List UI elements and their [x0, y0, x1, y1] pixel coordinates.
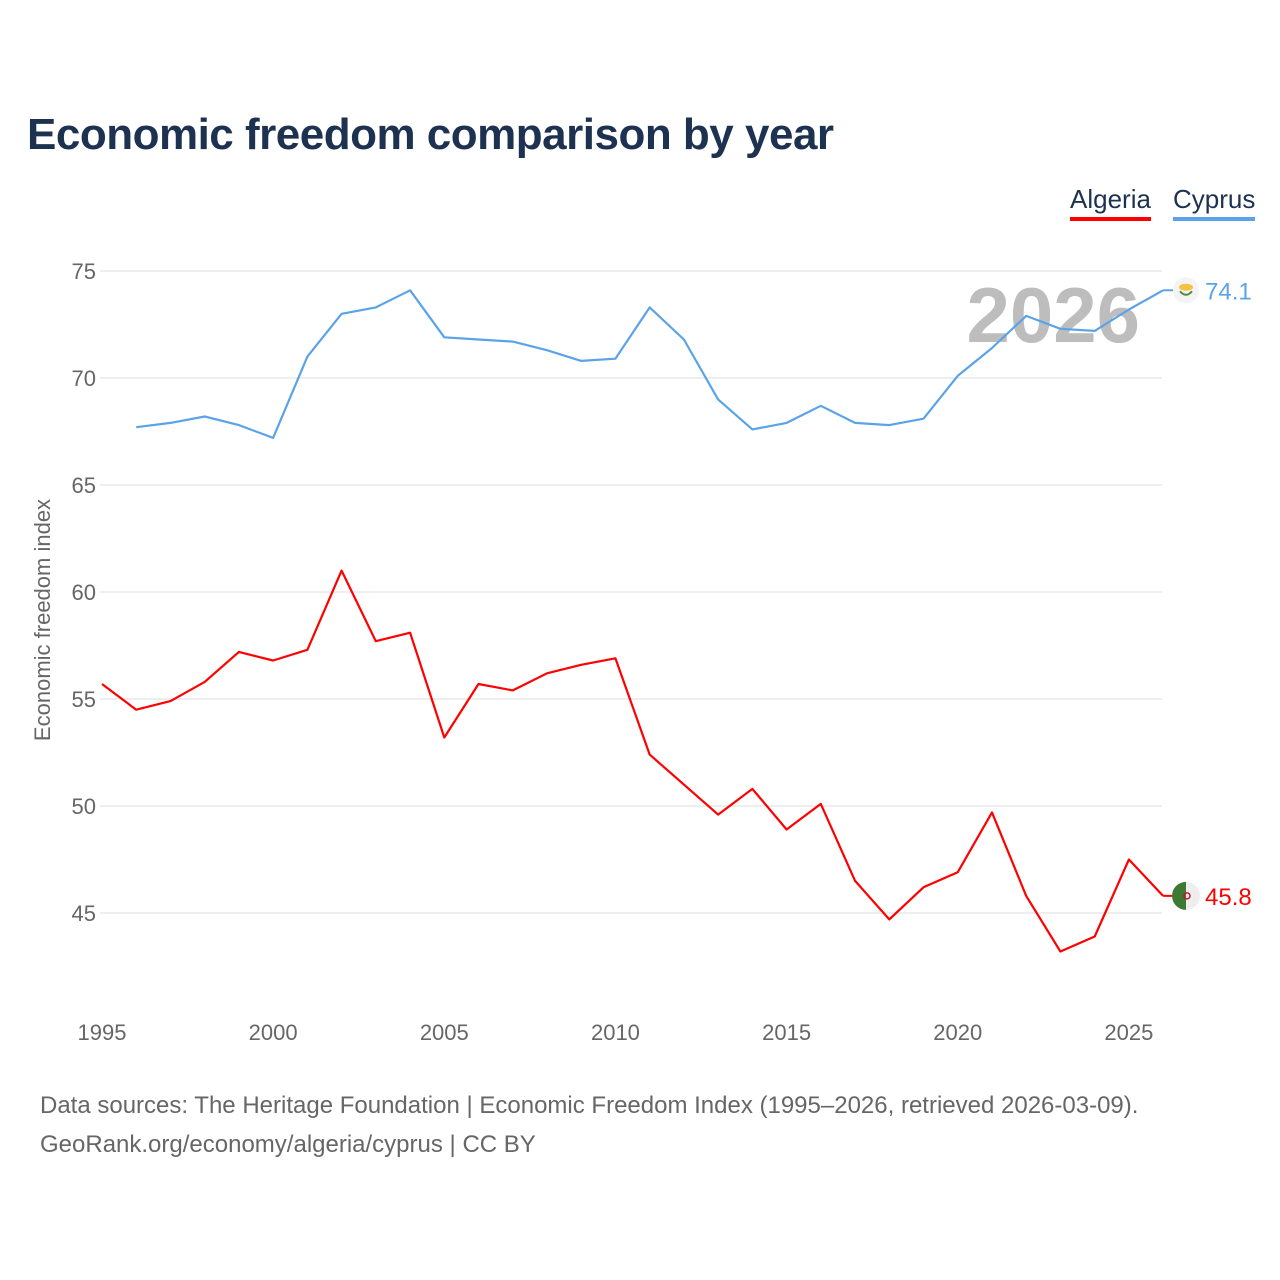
y-tick-label: 45 — [72, 901, 96, 926]
algeria-flag-crescent-icon — [1183, 892, 1191, 900]
x-tick-label: 2020 — [933, 1020, 982, 1045]
x-tick-label: 2015 — [762, 1020, 811, 1045]
y-tick-label: 60 — [72, 580, 96, 605]
y-tick-label: 70 — [72, 366, 96, 391]
cyprus-flag-olive-icon — [1179, 290, 1193, 296]
x-tick-label: 2010 — [591, 1020, 640, 1045]
end-value-label-algeria: 45.8 — [1205, 884, 1252, 911]
x-tick-label: 2000 — [249, 1020, 298, 1045]
end-value-label-cyprus: 74.1 — [1205, 278, 1252, 305]
algeria-flag-green-icon — [1172, 881, 1186, 910]
y-axis-label: Economic freedom index — [30, 499, 55, 741]
footer-sources: Data sources: The Heritage Foundation | … — [40, 1092, 1139, 1119]
footer: Data sources: The Heritage Foundation | … — [40, 1086, 1138, 1164]
chart-title: Economic freedom comparison by year — [27, 110, 834, 159]
series-line-algeria — [101, 569, 1164, 953]
footer-url[interactable]: GeoRank.org/economy/algeria/cyprus | CC … — [40, 1131, 536, 1158]
x-tick-label: 2005 — [420, 1020, 469, 1045]
legend-cyprus[interactable]: Cyprus — [1173, 184, 1256, 221]
y-tick-label: 65 — [72, 473, 96, 498]
legend-algeria[interactable]: Algeria — [1070, 184, 1151, 221]
year-watermark: 2026 — [966, 271, 1140, 359]
cyprus-flag-map-icon — [1179, 283, 1193, 291]
x-tick-label: 2025 — [1104, 1020, 1153, 1045]
x-tick-label: 1995 — [78, 1020, 127, 1045]
y-tick-label: 55 — [72, 687, 96, 712]
series-line-cyprus — [136, 289, 1164, 439]
y-tick-label: 50 — [72, 794, 96, 819]
y-tick-label: 75 — [72, 259, 96, 284]
